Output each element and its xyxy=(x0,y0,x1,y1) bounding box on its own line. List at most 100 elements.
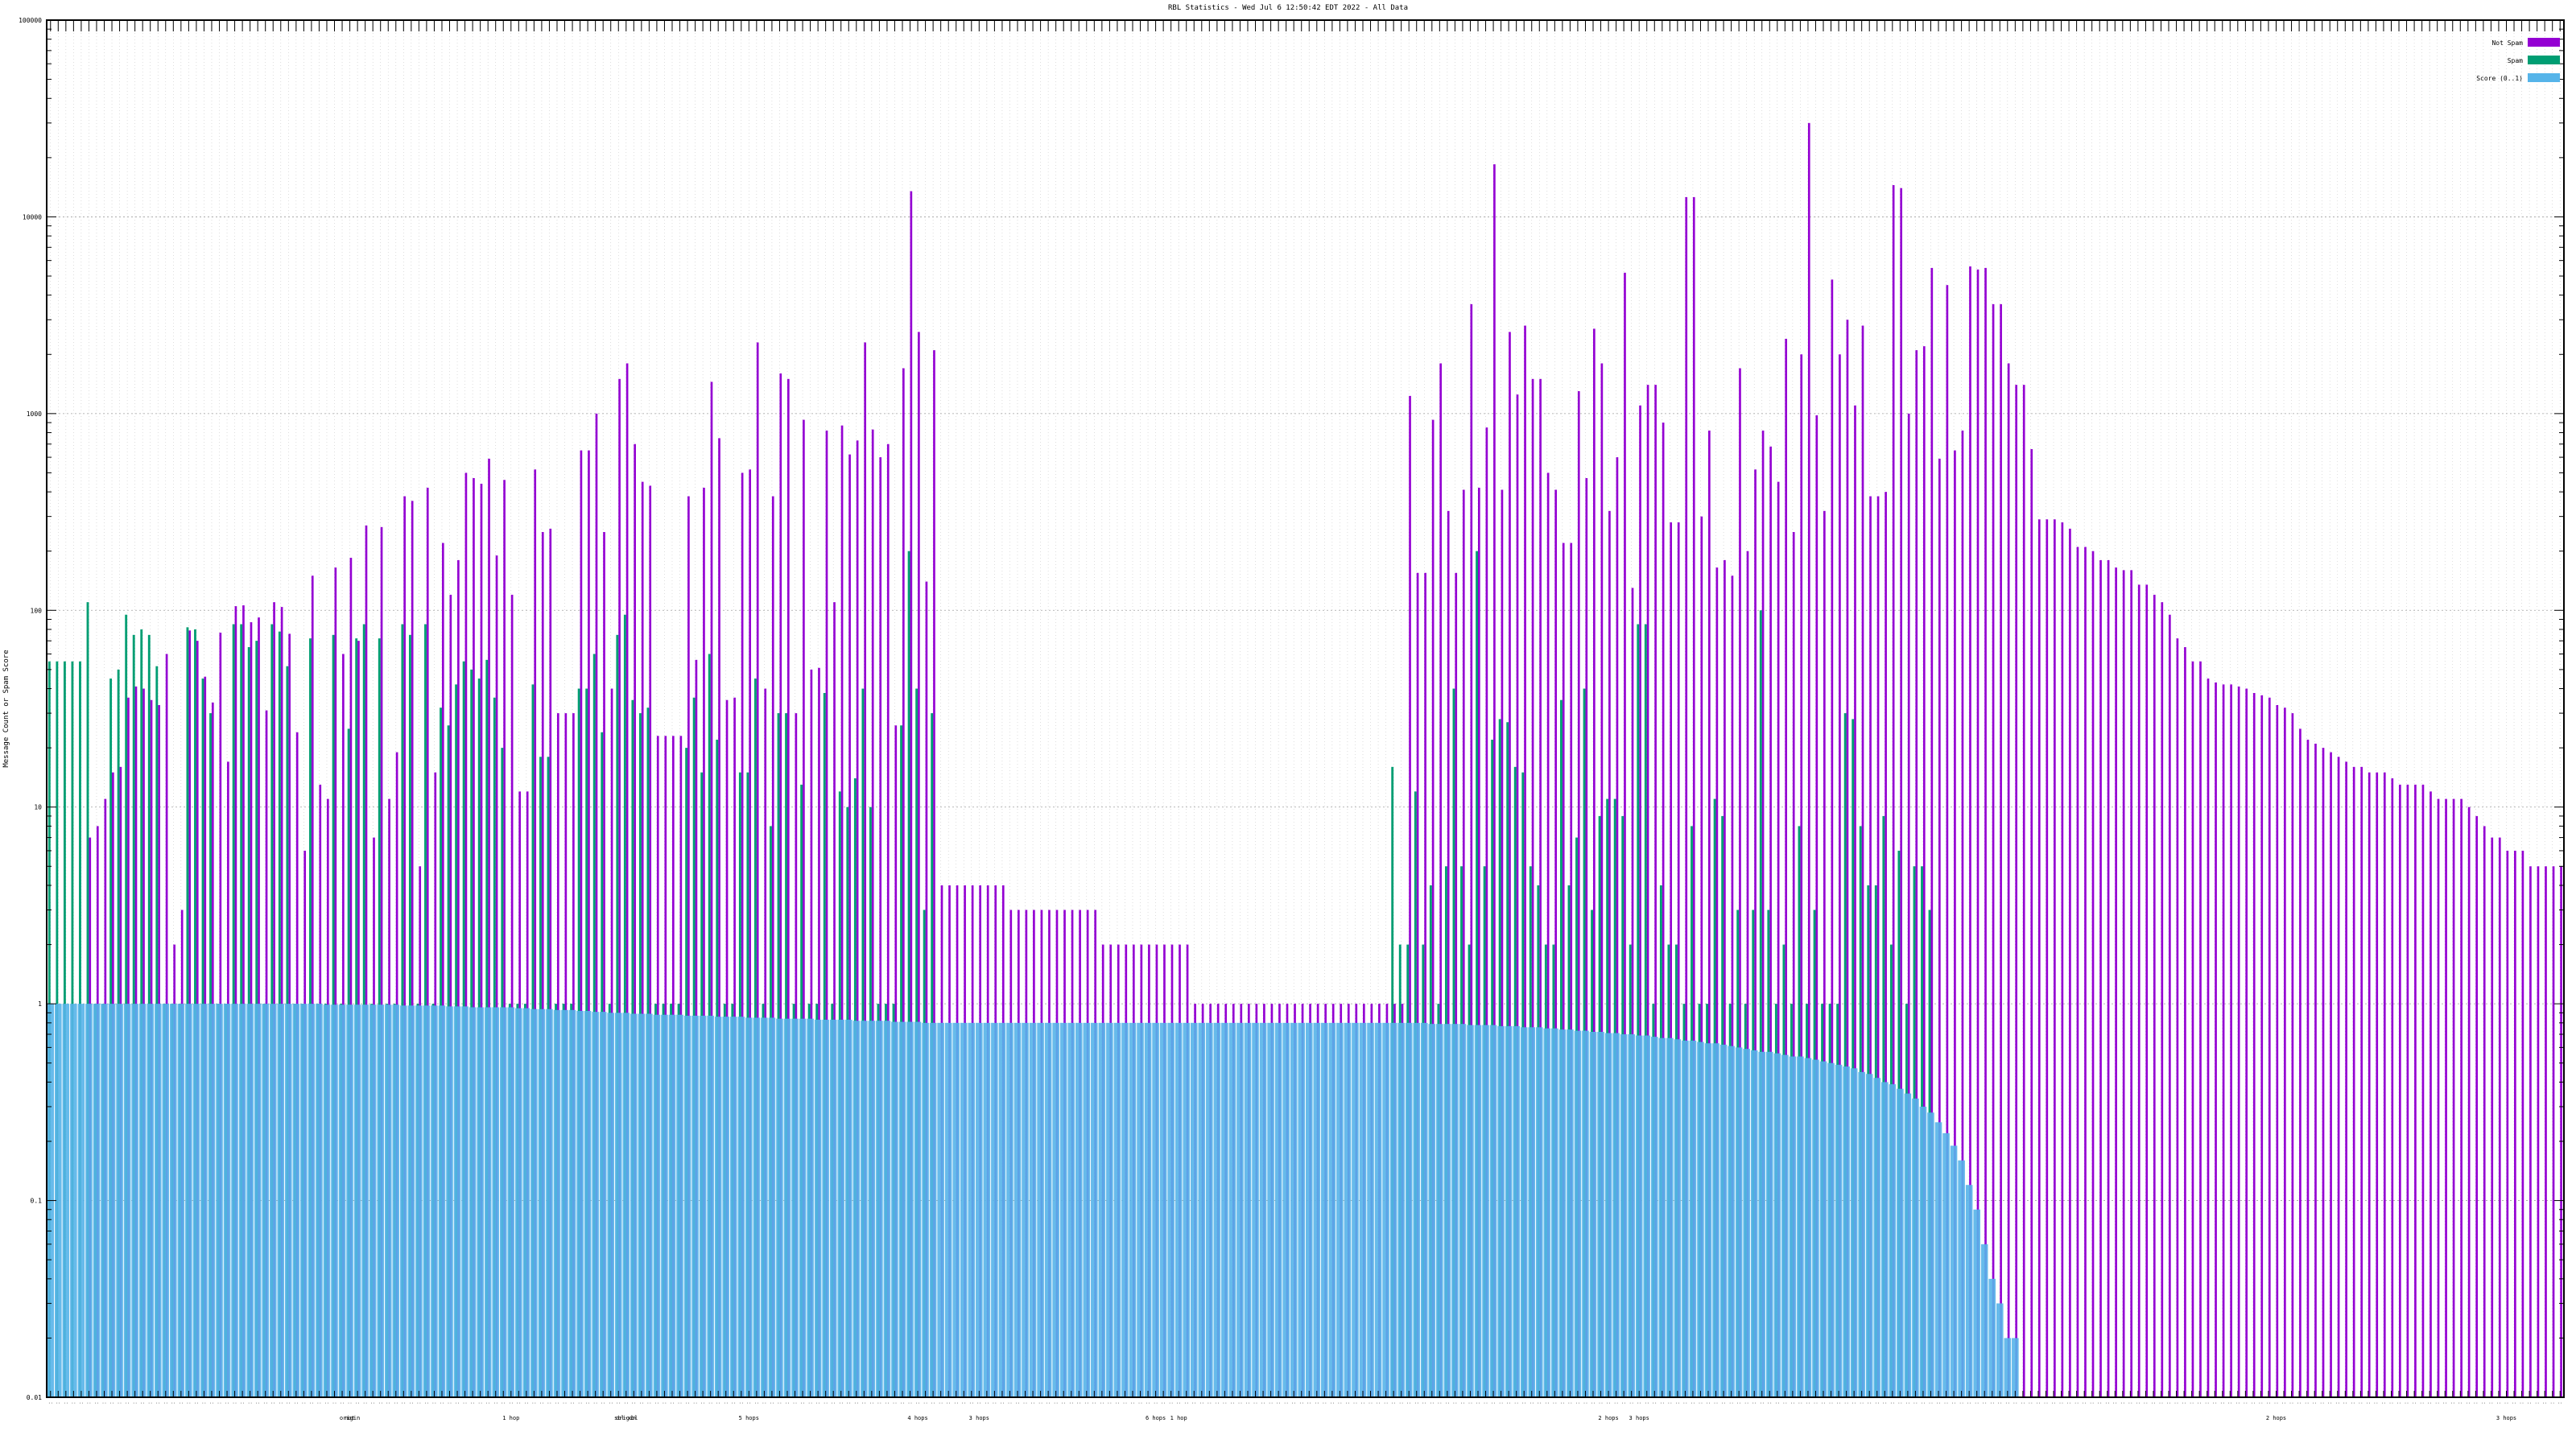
x-tick-label: ·· xyxy=(332,1401,336,1406)
bar-not-spam xyxy=(1639,405,1641,1397)
bar-not-spam xyxy=(1915,350,1918,1397)
bar-score xyxy=(1113,1022,1121,1397)
bar-score xyxy=(1321,1022,1328,1397)
bar-not-spam xyxy=(2414,784,2417,1397)
bar-score xyxy=(522,1008,530,1397)
x-tick-label: ·· xyxy=(2320,1401,2325,1406)
x-tick-label: ·· xyxy=(1222,1401,1227,1406)
bar-score xyxy=(1674,1039,1682,1397)
bar-score xyxy=(1743,1049,1750,1397)
bar-score xyxy=(1436,1024,1443,1397)
bar-not-spam xyxy=(273,602,275,1397)
bar-score xyxy=(1451,1024,1459,1397)
x-tick-label: ·· xyxy=(1352,1401,1357,1406)
x-tick-label: ·· xyxy=(624,1401,629,1406)
bar-score xyxy=(1236,1022,1244,1397)
bar-score xyxy=(116,1004,123,1397)
bar-not-spam xyxy=(779,373,782,1398)
bar-not-spam xyxy=(1646,385,1649,1397)
bar-not-spam xyxy=(1700,516,1703,1398)
chart-title: RBL Statistics - Wed Jul 6 12:50:42 EDT … xyxy=(1168,4,1408,12)
x-group-annotation: 1 hop xyxy=(502,1415,519,1421)
legend-label: Score (0..1) xyxy=(2476,75,2523,82)
x-tick-label: ·· xyxy=(125,1401,130,1406)
x-tick-label: ·· xyxy=(815,1401,820,1406)
x-tick-label: ·· xyxy=(1376,1401,1381,1406)
x-tick-label: ·· xyxy=(1606,1401,1611,1406)
bar-not-spam xyxy=(2169,614,2171,1397)
bar-score xyxy=(1620,1034,1628,1397)
bar-not-spam xyxy=(1715,567,1719,1397)
bar-score xyxy=(876,1021,883,1397)
x-tick-label: ·· xyxy=(547,1401,551,1406)
bar-not-spam xyxy=(2291,713,2294,1397)
bar-not-spam xyxy=(2383,772,2386,1397)
bar-score xyxy=(1819,1061,1827,1397)
x-tick-label: ·· xyxy=(716,1401,720,1406)
x-tick-label: ·· xyxy=(86,1401,91,1406)
bar-score xyxy=(844,1019,852,1397)
y-tick-label: 10000 xyxy=(23,213,42,221)
x-tick-label: ·· xyxy=(1023,1401,1028,1406)
bar-not-spam xyxy=(1631,588,1634,1397)
x-tick-label: ·· xyxy=(931,1401,935,1406)
bar-score xyxy=(285,1004,292,1397)
x-tick-label: ·· xyxy=(2243,1401,2248,1406)
bar-score xyxy=(1244,1022,1252,1397)
bar-score xyxy=(1497,1025,1505,1397)
bar-not-spam xyxy=(749,469,751,1397)
x-tick-label: ·· xyxy=(1682,1401,1687,1406)
bar-not-spam xyxy=(2245,688,2248,1397)
bar-score xyxy=(1658,1037,1666,1397)
bar-not-spam xyxy=(1807,122,1810,1397)
bar-score xyxy=(2012,1338,2019,1397)
bar-score xyxy=(1228,1022,1236,1397)
x-tick-label: ·· xyxy=(1813,1401,1818,1406)
x-tick-label: ·· xyxy=(570,1401,575,1406)
x-tick-label: ·· xyxy=(56,1401,60,1406)
x-tick-label: ·· xyxy=(1130,1401,1135,1406)
bar-score xyxy=(162,1004,170,1397)
x-tick-label: ·· xyxy=(2205,1401,2210,1406)
bar-not-spam xyxy=(2030,448,2033,1397)
bar-not-spam xyxy=(649,485,652,1397)
bar-score xyxy=(1812,1059,1819,1397)
bar-score xyxy=(499,1007,507,1397)
bar-not-spam xyxy=(580,450,583,1398)
bar-score xyxy=(1206,1022,1213,1397)
bar-score xyxy=(807,1018,814,1397)
bar-score xyxy=(699,1015,707,1397)
bar-not-spam xyxy=(2276,704,2279,1397)
bar-score xyxy=(55,1004,62,1397)
x-tick-label: ·· xyxy=(2427,1401,2432,1406)
x-tick-label: ·· xyxy=(1337,1401,1342,1406)
bar-not-spam xyxy=(2529,866,2532,1397)
bar-score xyxy=(1420,1022,1428,1397)
bar-not-spam xyxy=(1539,378,1542,1397)
x-tick-label: ·· xyxy=(1514,1401,1519,1406)
bar-not-spam xyxy=(2191,661,2194,1397)
bar-score xyxy=(729,1017,737,1397)
bar-not-spam xyxy=(1531,378,1534,1397)
x-tick-label: ·· xyxy=(355,1401,360,1406)
bar-not-spam xyxy=(1685,196,1688,1397)
x-tick-label: ·· xyxy=(746,1401,751,1406)
bar-score xyxy=(1443,1024,1451,1397)
bar-not-spam xyxy=(1861,325,1864,1397)
bar-not-spam xyxy=(457,559,460,1397)
x-tick-label: ·· xyxy=(294,1401,299,1406)
x-tick-label: ·· xyxy=(455,1401,460,1406)
x-tick-label: ·· xyxy=(2458,1401,2462,1406)
bar-score xyxy=(1328,1022,1336,1397)
x-tick-label: ·· xyxy=(1092,1401,1096,1406)
x-tick-label: ·· xyxy=(48,1401,53,1406)
x-tick-label: ·· xyxy=(754,1401,759,1406)
x-tick-label: ·· xyxy=(846,1401,851,1406)
x-tick-label: ·· xyxy=(394,1401,398,1406)
bar-score xyxy=(1535,1027,1543,1397)
bar-spam xyxy=(1637,624,1640,1397)
bar-score xyxy=(638,1013,646,1397)
bar-score xyxy=(1482,1025,1489,1397)
bar-not-spam xyxy=(703,487,705,1397)
x-tick-label: ·· xyxy=(2535,1401,2540,1406)
